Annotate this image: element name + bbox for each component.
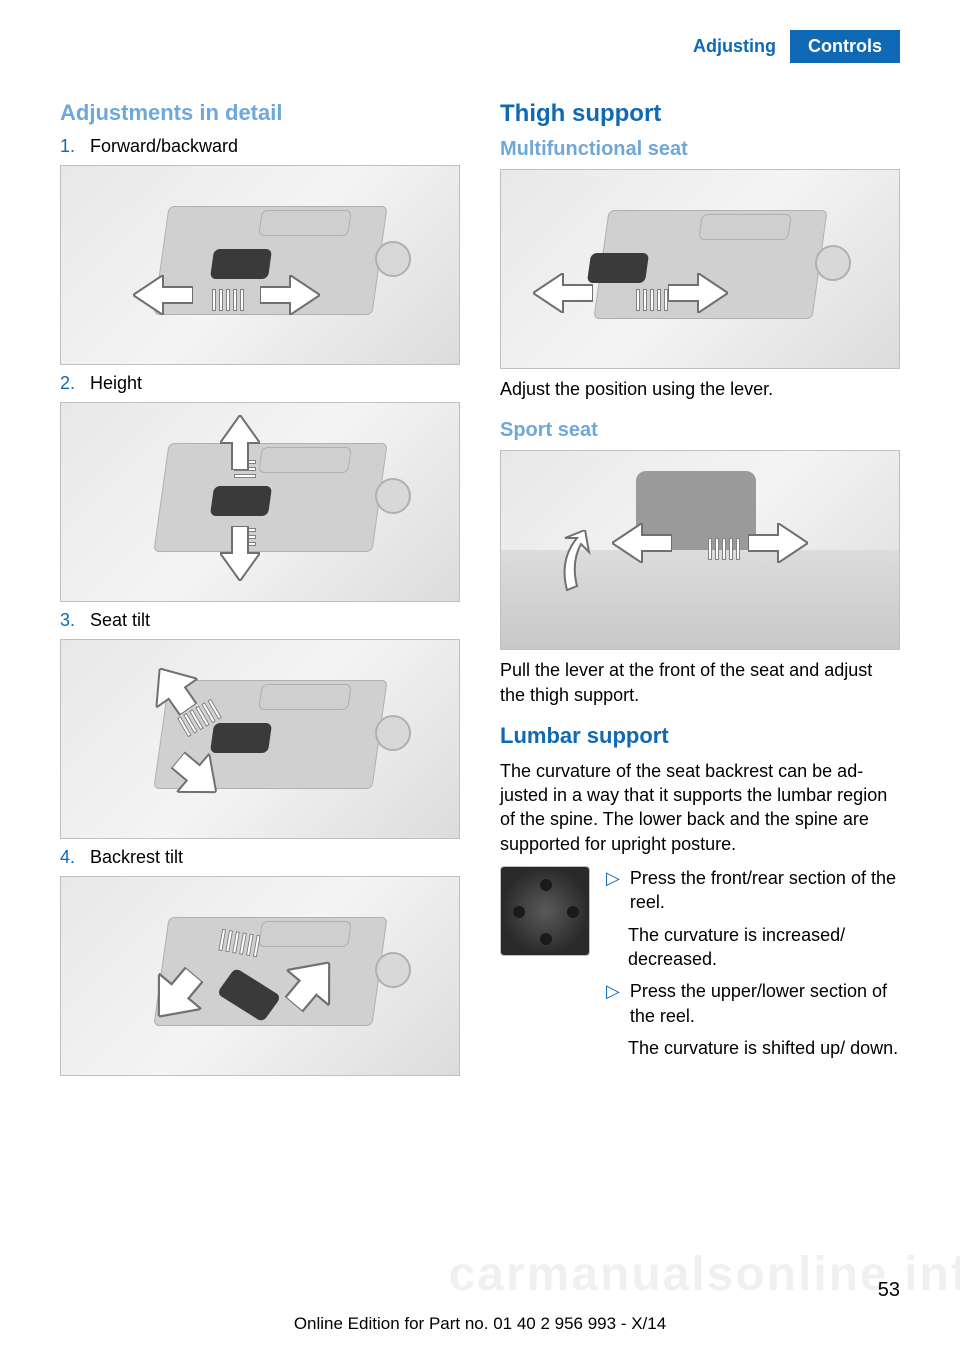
list-item: ▷ Press the upper/lower sec­tion of the … [606, 979, 900, 1028]
list-number: 1. [60, 136, 80, 157]
figure-height [60, 402, 460, 602]
figure-backrest-tilt [60, 876, 460, 1076]
text-adjust-lever: Adjust the position using the lever. [500, 377, 900, 401]
heading-sport-seat: Sport seat [500, 419, 900, 442]
footer-text: Online Edition for Part no. 01 40 2 956 … [0, 1314, 960, 1334]
content-columns: Adjustments in detail 1. Forward/backwar… [60, 100, 900, 1082]
list-item: 1. Forward/backward [60, 136, 460, 157]
left-column: Adjustments in detail 1. Forward/backwar… [60, 100, 460, 1082]
list-item: 2. Height [60, 373, 460, 394]
header-section: Adjusting [679, 30, 790, 63]
triangle-bullet-icon: ▷ [606, 979, 620, 1028]
heading-adjustments: Adjustments in detail [60, 100, 460, 126]
list-label: Seat tilt [90, 610, 150, 631]
list-item: The curvature is increased/ decreased. [606, 923, 900, 972]
bullet-text: The curvature is increased/ decreased. [628, 923, 900, 972]
right-column: Thigh support Multifunctional seat Adjus… [500, 100, 900, 1082]
text-lumbar-intro: The curvature of the seat backrest can b… [500, 759, 900, 856]
heading-multifunctional-seat: Multifunctional seat [500, 138, 900, 161]
page-number: 53 [878, 1279, 900, 1302]
figure-forward-backward [60, 165, 460, 365]
list-label: Height [90, 373, 142, 394]
list-item: The curvature is shifted up/ down. [606, 1036, 900, 1060]
list-number: 4. [60, 847, 80, 868]
figure-multifunctional-seat [500, 169, 900, 369]
list-number: 2. [60, 373, 80, 394]
list-number: 3. [60, 610, 80, 631]
header-chapter: Controls [790, 30, 900, 63]
list-label: Backrest tilt [90, 847, 183, 868]
figure-sport-seat [500, 450, 900, 650]
list-item: 4. Backrest tilt [60, 847, 460, 868]
lumbar-row: ▷ Press the front/rear section of the re… [500, 866, 900, 1068]
heading-thigh-support: Thigh support [500, 100, 900, 128]
page-header: Adjusting Controls [679, 30, 900, 63]
text-pull-lever: Pull the lever at the front of the seat … [500, 658, 900, 707]
heading-lumbar-support: Lumbar support [500, 723, 900, 749]
triangle-bullet-icon: ▷ [606, 866, 620, 915]
lumbar-bullet-list: ▷ Press the front/rear section of the re… [606, 866, 900, 1068]
bullet-text: The curvature is shifted up/ down. [628, 1036, 898, 1060]
bullet-text: Press the upper/lower sec­tion of the re… [630, 979, 900, 1028]
list-label: Forward/backward [90, 136, 238, 157]
list-item: ▷ Press the front/rear section of the re… [606, 866, 900, 915]
lumbar-reel-icon [500, 866, 590, 956]
list-item: 3. Seat tilt [60, 610, 460, 631]
figure-seat-tilt [60, 639, 460, 839]
bullet-text: Press the front/rear section of the reel… [630, 866, 900, 915]
